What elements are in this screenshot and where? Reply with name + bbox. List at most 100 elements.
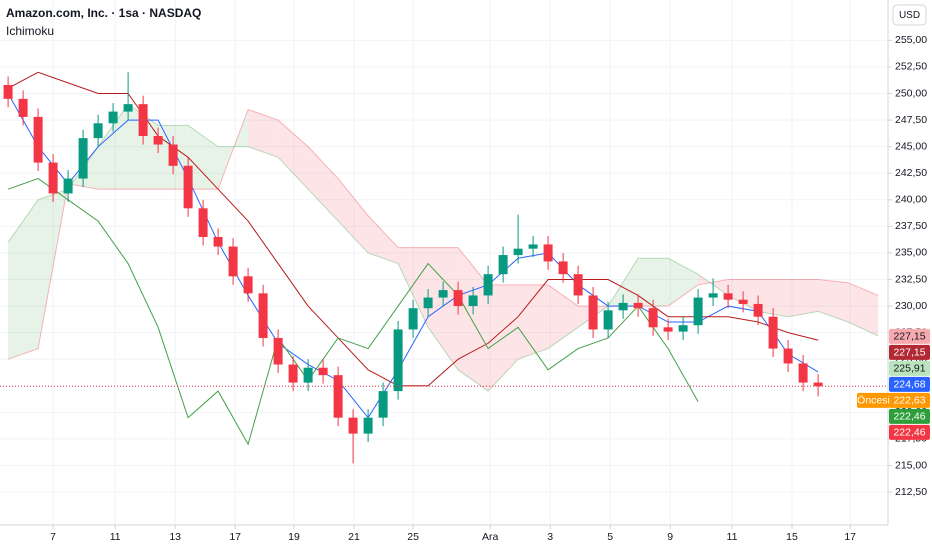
candle-body xyxy=(318,367,328,376)
x-tick-label: 19 xyxy=(288,531,300,543)
candle-body xyxy=(753,303,763,317)
candle-body xyxy=(333,375,343,418)
candle-body xyxy=(543,244,553,262)
price-badge xyxy=(889,344,930,360)
candle-body xyxy=(738,299,748,304)
candle-body xyxy=(258,293,268,338)
candle-body xyxy=(273,337,283,365)
candle-body xyxy=(348,417,358,434)
price-badge-label: 222,46 xyxy=(893,427,925,439)
candle-body xyxy=(573,274,583,296)
x-tick-label: 3 xyxy=(547,531,553,543)
candle-body xyxy=(198,208,208,237)
y-tick-label: 247,50 xyxy=(895,114,927,126)
x-tick-label: 9 xyxy=(667,531,673,543)
indicator-line xyxy=(7,177,699,446)
cloud-fill xyxy=(338,178,369,253)
x-tick-label: 11 xyxy=(727,531,738,543)
candle-body xyxy=(438,290,448,298)
cloud-fill xyxy=(668,258,699,307)
y-tick-label: 255,00 xyxy=(895,34,927,46)
candle-body xyxy=(633,302,643,309)
cloud-fill xyxy=(308,146,339,222)
x-tick-label: 7 xyxy=(50,531,56,543)
axes: 255,00 252,50 250,00 247,50 245,00 242,50 240,… xyxy=(50,34,930,543)
candle-body xyxy=(78,138,88,179)
x-tick-label: 15 xyxy=(786,531,798,543)
candle-body xyxy=(108,111,118,124)
candle-body xyxy=(708,293,718,298)
cloud xyxy=(7,103,879,392)
cloud-fill xyxy=(8,199,39,360)
candle-body xyxy=(678,325,688,332)
candle-body xyxy=(213,236,223,247)
chart-title: Amazon.com, Inc. · 1sa · NASDAQ xyxy=(6,6,201,20)
indicator-name: Ichimoku xyxy=(6,24,54,38)
cloud-fill xyxy=(398,247,429,328)
candle-body xyxy=(648,308,658,328)
candle-body xyxy=(468,295,478,307)
price-badge-prefix xyxy=(857,392,890,408)
price-badge xyxy=(889,392,930,408)
y-tick-label: 252,50 xyxy=(895,61,927,73)
candle-body xyxy=(93,123,103,139)
price-badge-label: 222,46 xyxy=(893,411,925,423)
candle-body xyxy=(18,98,28,117)
price-badge-label: 225,91 xyxy=(893,363,925,375)
candle-body xyxy=(618,302,628,311)
candle-body xyxy=(363,417,373,434)
candles xyxy=(3,72,823,464)
candle-body xyxy=(393,329,403,392)
cloud-fill xyxy=(218,109,249,190)
candle-body xyxy=(603,310,613,330)
cloud-fill xyxy=(188,125,219,190)
candle-body xyxy=(693,297,703,326)
y-tick-label: 232,50 xyxy=(895,273,927,285)
price-badge xyxy=(889,376,930,392)
cloud-fill xyxy=(248,109,279,158)
x-tick-label: 5 xyxy=(607,531,613,543)
candle-body xyxy=(123,104,133,112)
y-tick-label: 215,00 xyxy=(895,459,927,471)
candle-body xyxy=(528,244,538,249)
y-tick-label: 237,50 xyxy=(895,220,927,232)
candle-body xyxy=(768,316,778,349)
y-tick-label: 242,50 xyxy=(895,167,927,179)
candle-body xyxy=(228,246,238,277)
x-tick-label: 11 xyxy=(110,531,121,543)
price-badge-label: 227,15 xyxy=(893,347,925,359)
candle-body xyxy=(513,248,523,256)
candle-body xyxy=(453,290,463,307)
price-badge xyxy=(889,360,930,376)
candle-body xyxy=(303,367,313,383)
cloud-fill xyxy=(458,247,489,392)
currency[interactable]: USD xyxy=(899,10,920,21)
candle-body xyxy=(588,295,598,330)
y-tick-label: 240,00 xyxy=(895,194,927,206)
currency-box[interactable] xyxy=(892,4,927,26)
x-tick-label: 25 xyxy=(407,531,419,543)
cloud-fill xyxy=(638,258,669,307)
cloud-fill xyxy=(518,284,549,360)
candle-body xyxy=(378,391,388,418)
y-tick-label: 235,00 xyxy=(895,247,927,259)
cloud-fill xyxy=(548,284,579,349)
price-badge-label: 227,15 xyxy=(893,331,925,343)
candle-body xyxy=(243,276,253,294)
cloud-fill xyxy=(788,279,819,317)
cloud-fill xyxy=(368,215,399,264)
price-badge xyxy=(889,328,930,344)
y-tick-label: 250,00 xyxy=(895,87,927,99)
y-tick-label: 245,00 xyxy=(895,140,927,152)
candle-body xyxy=(138,104,148,137)
candle-body xyxy=(483,274,493,296)
x-tick-label: 17 xyxy=(229,531,241,543)
candle-body xyxy=(33,116,43,163)
y-tick-label: 230,00 xyxy=(895,300,927,312)
cloud-span xyxy=(7,103,879,392)
price-badge-label: 222,63 xyxy=(893,395,925,407)
candle-body xyxy=(663,327,673,332)
cloud-fill xyxy=(848,282,879,336)
